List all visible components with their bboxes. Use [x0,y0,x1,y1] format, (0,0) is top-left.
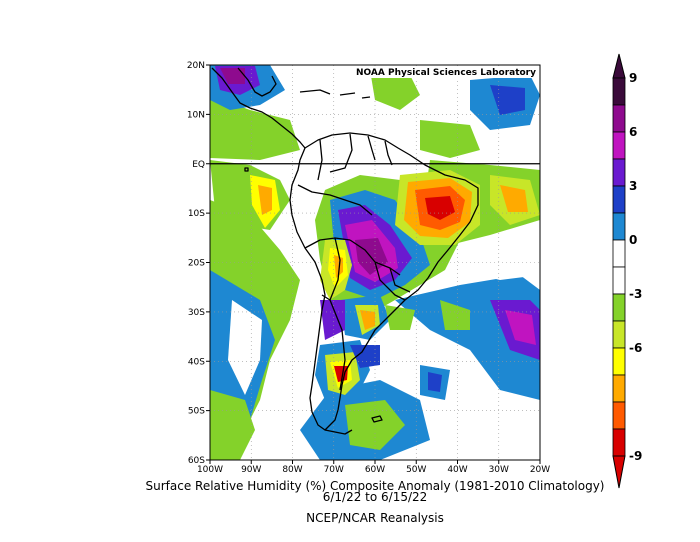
lat-label-eq: EQ [192,160,205,170]
colorbar-swatch [612,185,626,214]
lon-label-80w: 80W [282,465,302,475]
colorbar-label: 9 [629,71,637,85]
lon-label-70w: 70W [324,465,344,475]
colorbar-top-arrow [612,53,626,79]
colorbar-swatch [612,212,626,241]
lat-label-30s: 30S [188,308,205,318]
colorbar-swatch [612,158,626,187]
lat-label-20n: 20N [187,61,205,71]
colorbar-swatch [612,104,626,133]
lat-label-10s: 10S [188,209,205,219]
colorbar-label: -3 [629,287,642,301]
colorbar-swatch [612,266,626,295]
colorbar-label: 6 [629,125,637,139]
caption-date-range: 6/1/22 to 6/15/22 [322,490,428,504]
colorbar-swatch [612,320,626,349]
latitude-labels: 20N 10N EQ 10S 20S 30S 40S 50S 60S [187,61,205,466]
lon-label-20w: 20W [530,465,550,475]
credit-text: NOAA Physical Sciences Laboratory [356,68,536,78]
tick-marks [206,64,541,464]
colorbar-swatch [612,239,626,268]
colorbar-swatch [612,428,626,457]
colorbar-swatch [612,293,626,322]
lon-label-60w: 60W [365,465,385,475]
colorbar-swatch [612,77,626,106]
anomaly-field [210,65,540,460]
credit-box [352,66,539,78]
caption-source: NCEP/NCAR Reanalysis [306,511,444,525]
lon-label-40w: 40W [447,465,467,475]
colorbar-swatch [612,401,626,430]
lat-label-40s: 40S [188,357,205,367]
lon-label-50w: 50W [406,465,426,475]
lat-label-10n: 10N [187,110,205,120]
colorbar: 9 6 3 0 -3 -6 -9 [612,53,642,489]
colorbar-label: 0 [629,233,637,247]
lat-label-50s: 50S [188,407,205,417]
coastlines [211,67,479,435]
lon-label-30w: 30W [489,465,509,475]
colorbar-label: -9 [629,449,642,463]
colorbar-swatch [612,347,626,376]
colorbar-label: -6 [629,341,642,355]
colorbar-swatch [612,131,626,160]
lat-label-20s: 20S [188,259,205,269]
lon-label-90w: 90W [241,465,261,475]
lon-label-100w: 100W [197,465,223,475]
lat-label-60s: 60S [188,456,205,466]
colorbar-label: 3 [629,179,637,193]
longitude-labels: 100W 90W 80W 70W 60W 50W 40W 30W 20W [197,465,550,475]
caption-title: Surface Relative Humidity (%) Composite … [145,479,605,493]
colorbar-bottom-arrow [612,455,626,489]
colorbar-swatch [612,374,626,403]
